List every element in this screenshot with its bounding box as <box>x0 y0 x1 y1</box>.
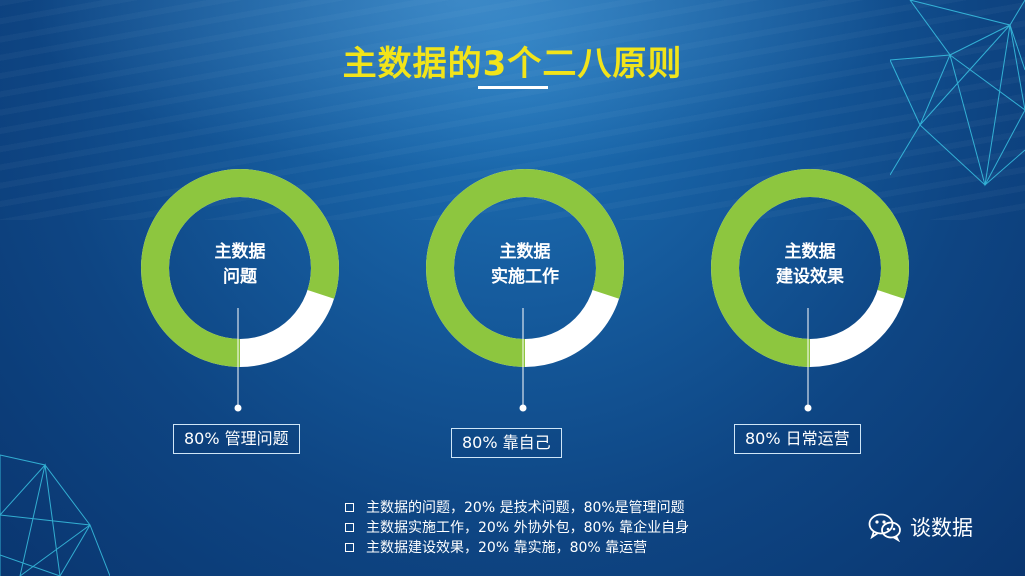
ring-1-label-line2: 问题 <box>223 267 257 287</box>
bullet-text: 主数据的问题，20% 是技术问题，80%是管理问题 <box>366 500 685 516</box>
wechat-icon <box>868 513 901 542</box>
ring-2-green-segment <box>426 169 624 367</box>
ring-2-label-line2: 实施工作 <box>491 267 559 287</box>
ring-group-2: 主数据 实施工作 <box>425 168 625 458</box>
ring-3-tag: 80% 日常运营 <box>734 424 861 454</box>
title-underline <box>478 86 548 89</box>
bullet-item: 主数据实施工作，20% 外协外包，80% 靠企业自身 <box>345 517 689 537</box>
ring-1-connector-dot <box>234 404 242 412</box>
slide-title: 主数据的3个二八原则 <box>342 44 683 84</box>
ring-3-label-line1: 主数据 <box>784 242 836 262</box>
ring-2-tag: 80% 靠自己 <box>451 428 562 458</box>
ring-3-label: 主数据 建设效果 <box>710 240 910 290</box>
bullet-item: 主数据建设效果，20% 靠实施，80% 靠运营 <box>345 537 689 557</box>
ring-2-label-line1: 主数据 <box>499 242 551 262</box>
brand-watermark: 谈数据 <box>868 512 973 542</box>
ring-3-connector-dot <box>804 404 812 412</box>
square-bullet-icon <box>345 522 354 532</box>
ring-3-green-segment <box>711 169 909 367</box>
donut-ring-2 <box>426 169 624 412</box>
ring-1-label-line1: 主数据 <box>214 242 266 262</box>
ring-1-tag: 80% 管理问题 <box>173 424 300 454</box>
bullet-text: 主数据建设效果，20% 靠实施，80% 靠运营 <box>366 540 648 556</box>
bullet-list: 主数据的问题，20% 是技术问题，80%是管理问题 主数据实施工作，20% 外协… <box>345 497 689 557</box>
bullet-item: 主数据的问题，20% 是技术问题，80%是管理问题 <box>345 497 689 517</box>
donut-ring-3 <box>711 169 909 412</box>
brand-name: 谈数据 <box>910 516 973 540</box>
ring-2-label: 主数据 实施工作 <box>425 240 625 290</box>
ring-2-connector-dot <box>519 404 527 412</box>
ring-1-green-segment <box>141 169 339 367</box>
donut-ring-1 <box>141 169 339 412</box>
ring-1-label: 主数据 问题 <box>140 240 340 290</box>
square-bullet-icon <box>345 542 354 552</box>
geometric-net-top-right <box>890 0 1025 187</box>
geometric-net-bottom-left <box>0 454 110 576</box>
ring-group-1: 主数据 问题 <box>140 168 340 458</box>
bullet-text: 主数据实施工作，20% 外协外包，80% 靠企业自身 <box>366 520 690 536</box>
ring-3-label-line2: 建设效果 <box>776 267 844 287</box>
ring-group-3: 主数据 建设效果 <box>710 168 910 458</box>
square-bullet-icon <box>345 502 354 512</box>
